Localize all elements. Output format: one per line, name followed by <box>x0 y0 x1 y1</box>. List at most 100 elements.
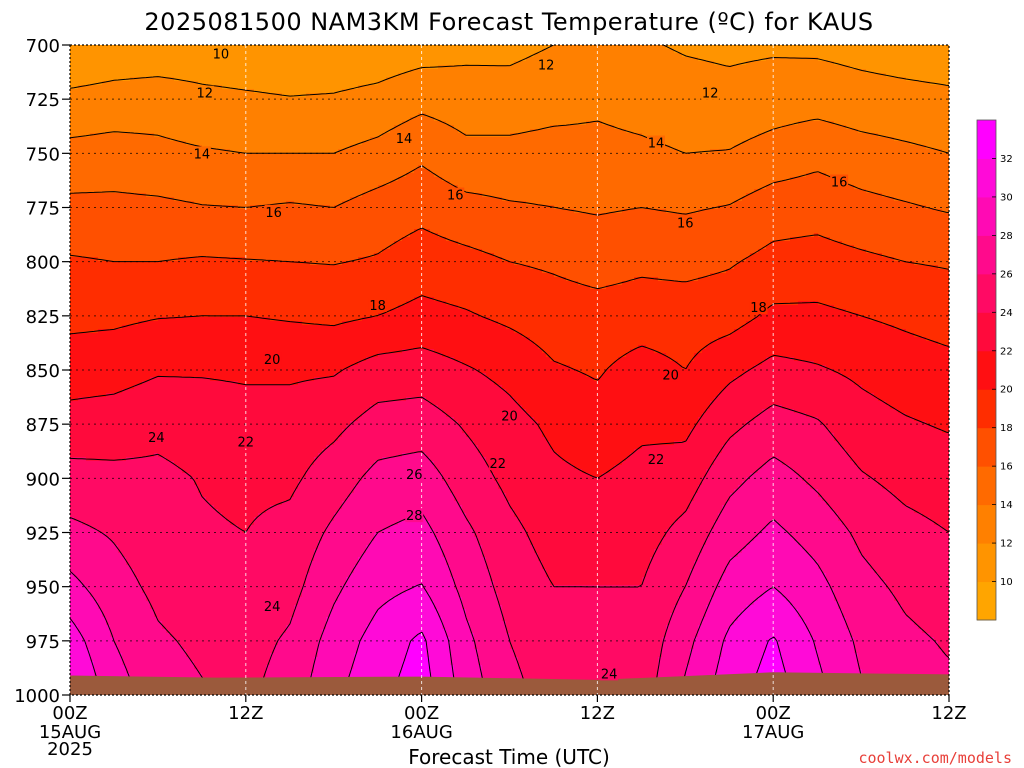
temperature-cell <box>194 201 287 206</box>
temperature-cell <box>462 361 559 366</box>
temperature-cell <box>326 529 383 534</box>
colorbar-frame <box>976 119 997 621</box>
temperature-cell <box>498 321 747 326</box>
temperature-cell <box>942 525 949 530</box>
temperature-cell <box>714 521 771 526</box>
temperature-cell <box>690 505 723 510</box>
colorbar-bin <box>977 427 996 467</box>
temperature-cell <box>710 273 949 278</box>
contour-label-text: 22 <box>490 457 507 472</box>
temperature-cell <box>206 497 291 502</box>
temperature-cell <box>358 561 447 566</box>
temperature-cell <box>750 473 799 478</box>
temperature-cell <box>402 349 435 354</box>
temperature-cell <box>798 613 843 618</box>
temperature-cell <box>710 341 939 346</box>
temperature-cell <box>834 597 895 602</box>
temperature-cell <box>630 453 719 458</box>
temperature-cell <box>70 237 403 242</box>
temperature-cell <box>694 645 723 650</box>
temperature-cell <box>170 137 371 142</box>
temperature-cell <box>742 549 807 554</box>
temperature-cell <box>70 601 99 606</box>
contour-label-bg <box>405 467 424 481</box>
temperature-cell <box>746 369 835 374</box>
temperature-cell <box>78 629 111 634</box>
temperature-cell <box>914 417 949 422</box>
temperature-cell <box>462 429 543 434</box>
temperature-cell <box>466 513 515 518</box>
temperature-cell <box>426 649 451 654</box>
temperature-cell <box>710 601 755 606</box>
temperature-cell <box>546 569 647 574</box>
temperature-cell <box>742 325 895 330</box>
temperature-cell <box>730 381 855 386</box>
temperature-cell <box>142 381 239 386</box>
temperature-cell <box>474 645 511 650</box>
temperature-cell <box>70 165 419 170</box>
contour-label-bg <box>500 408 519 423</box>
temperature-cell <box>478 449 555 454</box>
temperature-cell <box>78 577 139 582</box>
temperature-cell <box>354 653 407 658</box>
temperature-cell <box>746 421 823 426</box>
temperature-cell <box>70 297 415 302</box>
temperature-cell <box>70 305 399 310</box>
temperature-cell <box>482 669 523 674</box>
temperature-cell <box>486 557 539 562</box>
temperature-cell <box>126 457 167 462</box>
temperature-cell <box>538 557 651 562</box>
temperature-cell <box>70 169 415 174</box>
temperature-cell <box>766 357 795 362</box>
temperature-cell <box>666 633 699 638</box>
temperature-cell <box>138 577 307 582</box>
temperature-cell <box>162 621 291 626</box>
contour-label: 16 <box>264 204 283 221</box>
temperature-cell <box>126 665 195 670</box>
temperature-cell <box>462 189 755 194</box>
temperature-cell <box>126 669 199 674</box>
temperature-cell <box>774 181 847 186</box>
temperature-cell <box>782 525 847 530</box>
temperature-cell <box>510 501 691 506</box>
temperature-cell <box>666 353 695 358</box>
temperature-cell <box>70 669 95 674</box>
temperature-cell <box>314 669 351 674</box>
temperature-cell <box>446 121 587 126</box>
temperature-cell <box>714 457 771 462</box>
temperature-cell <box>350 365 471 370</box>
temperature-cell <box>326 621 371 626</box>
temperature-cell <box>346 497 455 502</box>
temperature-cell <box>818 417 915 422</box>
temperature-cell <box>118 545 319 550</box>
temperature-cell <box>690 657 719 662</box>
temperature-cell <box>414 637 427 642</box>
temperature-cell <box>434 173 807 178</box>
temperature-cell <box>322 449 479 454</box>
temperature-cell <box>194 661 271 666</box>
temperature-cell <box>498 485 699 490</box>
temperature-cell <box>82 581 139 586</box>
temperature-cell <box>198 669 267 674</box>
temperature-cell <box>498 481 703 486</box>
temperature-cell <box>194 665 267 670</box>
temperature-cell <box>550 357 619 362</box>
temperature-cell <box>802 617 847 622</box>
temperature-cell <box>94 669 127 674</box>
temperature-cell <box>482 673 523 678</box>
temperature-cell <box>518 661 659 666</box>
temperature-cell <box>302 589 343 594</box>
contour-label: 26 <box>405 467 424 483</box>
temperature-cell <box>742 481 807 486</box>
temperature-cell <box>858 661 949 666</box>
contour-label-bg <box>264 204 283 219</box>
temperature-cell <box>370 465 435 470</box>
temperature-cell <box>70 365 351 370</box>
temperature-cell <box>362 413 447 418</box>
temperature-cell <box>842 609 903 614</box>
temperature-cell <box>414 297 435 302</box>
temperature-cell <box>310 261 343 266</box>
temperature-cell <box>818 301 949 306</box>
colorbar-bin <box>977 273 996 313</box>
temperature-cell <box>150 601 299 606</box>
